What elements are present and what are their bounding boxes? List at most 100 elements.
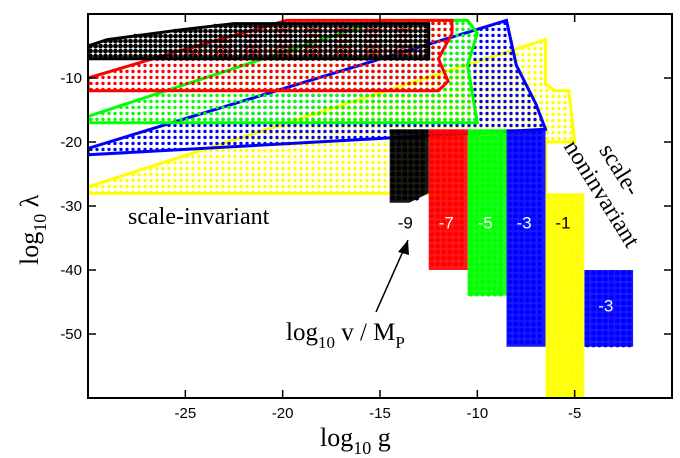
series-block-point: [525, 159, 530, 165]
series-point: [281, 63, 285, 68]
series-point: [353, 172, 357, 177]
series-point: [377, 160, 381, 165]
series-point: [485, 75, 489, 80]
series-point: [197, 111, 201, 116]
series-block-point: [441, 159, 447, 165]
band-label-0: -9: [398, 213, 413, 232]
series-point: [245, 105, 249, 110]
series-point: [213, 33, 218, 39]
series-block-point: [546, 379, 551, 385]
series-block-point: [474, 183, 479, 189]
series-point: [281, 75, 285, 80]
series-point: [258, 28, 263, 34]
series-block-point: [480, 141, 485, 147]
series-block-point: [552, 223, 557, 229]
series-block-point: [498, 147, 503, 153]
series-block-point: [468, 177, 473, 183]
series-point: [368, 28, 373, 34]
series-block-point: [486, 273, 491, 279]
series-point: [268, 28, 273, 34]
series-block-point: [408, 183, 414, 189]
series-point: [343, 28, 348, 34]
series-point: [335, 154, 339, 159]
series-block-point: [564, 313, 569, 319]
series-point: [137, 178, 141, 183]
series-point: [563, 106, 567, 111]
series-point: [533, 82, 537, 87]
series-block-point: [513, 249, 518, 255]
series-point: [539, 82, 543, 87]
series-block-point: [597, 318, 602, 324]
series-point: [407, 99, 411, 104]
series-block-point: [564, 211, 569, 217]
series-block-point: [525, 309, 530, 315]
series-point: [221, 63, 225, 68]
series-point: [173, 43, 178, 49]
series-point: [328, 48, 333, 54]
series-point: [275, 111, 279, 116]
series-point: [479, 51, 483, 56]
series-block-point: [459, 141, 465, 147]
series-point: [293, 166, 297, 171]
series-block-point: [546, 385, 551, 391]
series-point: [305, 160, 309, 165]
series-block-point: [486, 153, 491, 159]
series-block-point: [414, 141, 420, 147]
series-block-point: [546, 313, 551, 319]
series-point: [317, 123, 321, 128]
series-block-point: [513, 339, 518, 345]
series-point: [557, 118, 561, 123]
series-point: [161, 184, 165, 189]
series-block-point: [468, 195, 473, 201]
series-block-point: [615, 342, 620, 348]
series-block-point: [459, 147, 465, 153]
series-point: [251, 123, 255, 128]
series-point: [245, 111, 249, 116]
series-point: [253, 48, 258, 54]
series-point: [233, 129, 237, 134]
series-block-point: [402, 129, 408, 135]
series-block-point: [576, 385, 581, 391]
series-point: [269, 69, 273, 74]
series-point: [215, 184, 219, 189]
series-point: [485, 33, 489, 38]
series-block-point: [564, 391, 569, 397]
series-point: [197, 154, 201, 159]
series-point: [183, 33, 188, 39]
series-point: [365, 184, 369, 189]
series-block-point: [591, 294, 596, 300]
series-point: [188, 33, 193, 39]
series-point: [318, 38, 323, 44]
series-block-point: [603, 330, 608, 336]
series-point: [423, 33, 428, 39]
series-point: [191, 81, 195, 86]
series-point: [461, 63, 465, 68]
series-point: [118, 53, 123, 59]
series-point: [338, 38, 343, 44]
series-point: [179, 135, 183, 140]
series-block-point: [552, 241, 557, 247]
series-point: [233, 135, 237, 140]
series-block-point: [480, 273, 485, 279]
series-block-point: [507, 249, 512, 255]
series-block-point: [537, 213, 542, 219]
series-block-point: [576, 301, 581, 307]
series-point: [318, 48, 323, 54]
series-point: [425, 117, 429, 122]
series-point: [323, 129, 327, 134]
series-point: [398, 38, 403, 44]
series-block-point: [447, 159, 453, 165]
series-point: [179, 123, 183, 128]
series-point: [467, 111, 471, 116]
series-block-point: [453, 225, 459, 231]
series-point: [273, 28, 278, 34]
series-point: [125, 147, 129, 152]
series-point: [161, 111, 165, 116]
series-point: [203, 99, 207, 104]
series-block-point: [474, 291, 479, 297]
axis-ticks: [88, 14, 672, 398]
series-point: [521, 64, 525, 69]
series-point: [358, 33, 363, 39]
series-block-point: [507, 339, 512, 345]
series-block-point: [420, 183, 426, 189]
